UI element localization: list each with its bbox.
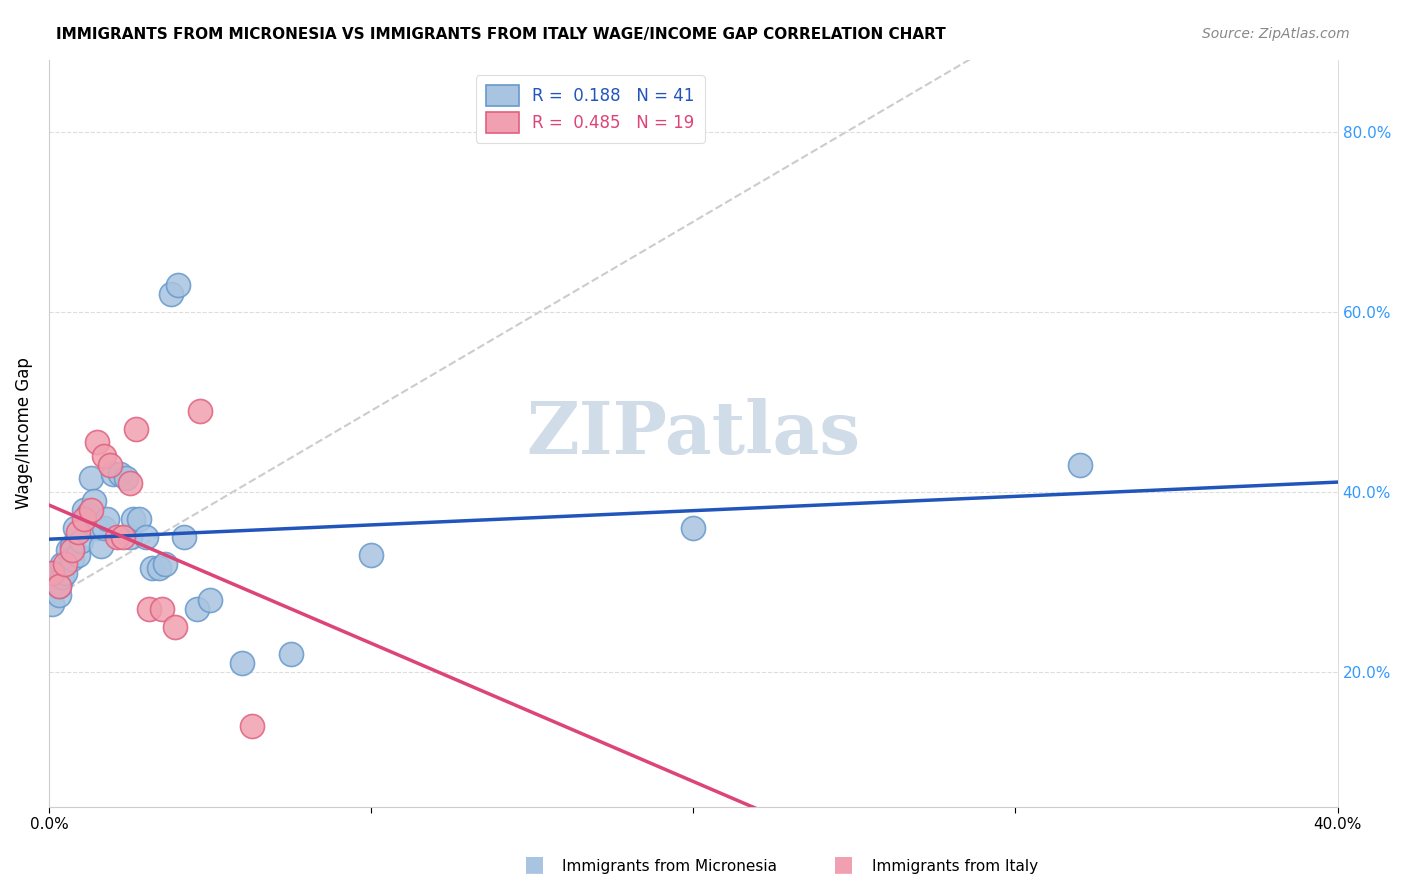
Point: [66, 548, 89, 562]
Point: [190, 404, 212, 418]
Text: ■: ■: [524, 855, 544, 874]
Point: [60, 539, 83, 553]
Point: [115, 471, 138, 485]
Point: [186, 602, 208, 616]
Point: [98, 458, 121, 472]
Point: [51, 557, 73, 571]
Point: [105, 530, 128, 544]
Point: [173, 530, 195, 544]
Point: [89, 539, 111, 553]
Point: [112, 530, 135, 544]
Point: [103, 467, 125, 481]
Point: [86, 521, 108, 535]
Y-axis label: Wage/Income Gap: Wage/Income Gap: [15, 358, 32, 509]
Point: [96, 512, 118, 526]
Point: [86, 435, 108, 450]
Point: [48, 588, 70, 602]
Point: [682, 521, 704, 535]
Point: [48, 579, 70, 593]
Point: [41, 566, 63, 580]
Point: [63, 521, 86, 535]
Point: [125, 422, 148, 436]
Text: ■: ■: [834, 855, 853, 874]
Point: [135, 530, 157, 544]
Point: [73, 512, 96, 526]
Point: [280, 647, 302, 661]
Point: [150, 602, 173, 616]
Point: [41, 598, 63, 612]
Point: [48, 579, 70, 593]
Point: [73, 503, 96, 517]
Point: [80, 471, 103, 485]
Point: [1069, 458, 1091, 472]
Point: [153, 557, 176, 571]
Point: [163, 620, 186, 634]
Legend: R =  0.188   N = 41, R =  0.485   N = 19: R = 0.188 N = 41, R = 0.485 N = 19: [475, 76, 704, 143]
Point: [66, 525, 89, 540]
Point: [160, 286, 183, 301]
Point: [76, 508, 98, 522]
Point: [121, 512, 143, 526]
Point: [166, 277, 188, 292]
Point: [148, 561, 170, 575]
Point: [51, 570, 73, 584]
Point: [231, 656, 253, 670]
Point: [360, 548, 382, 562]
Point: [240, 719, 263, 733]
Point: [118, 475, 141, 490]
Point: [80, 503, 103, 517]
Point: [53, 557, 76, 571]
Text: IMMIGRANTS FROM MICRONESIA VS IMMIGRANTS FROM ITALY WAGE/INCOME GAP CORRELATION : IMMIGRANTS FROM MICRONESIA VS IMMIGRANTS…: [56, 27, 946, 42]
Point: [44, 566, 66, 580]
Text: Source: ZipAtlas.com: Source: ZipAtlas.com: [1202, 27, 1350, 41]
Text: Immigrants from Italy: Immigrants from Italy: [872, 859, 1038, 874]
Point: [118, 530, 141, 544]
Text: ZIPatlas: ZIPatlas: [526, 398, 860, 469]
Point: [60, 552, 83, 566]
Point: [138, 602, 160, 616]
Point: [83, 493, 105, 508]
Point: [93, 521, 115, 535]
Point: [70, 534, 93, 549]
Text: Immigrants from Micronesia: Immigrants from Micronesia: [562, 859, 778, 874]
Point: [108, 467, 131, 481]
Point: [93, 449, 115, 463]
Point: [141, 561, 163, 575]
Point: [198, 593, 221, 607]
Point: [60, 543, 83, 558]
Point: [53, 566, 76, 580]
Point: [58, 543, 80, 558]
Point: [128, 512, 150, 526]
